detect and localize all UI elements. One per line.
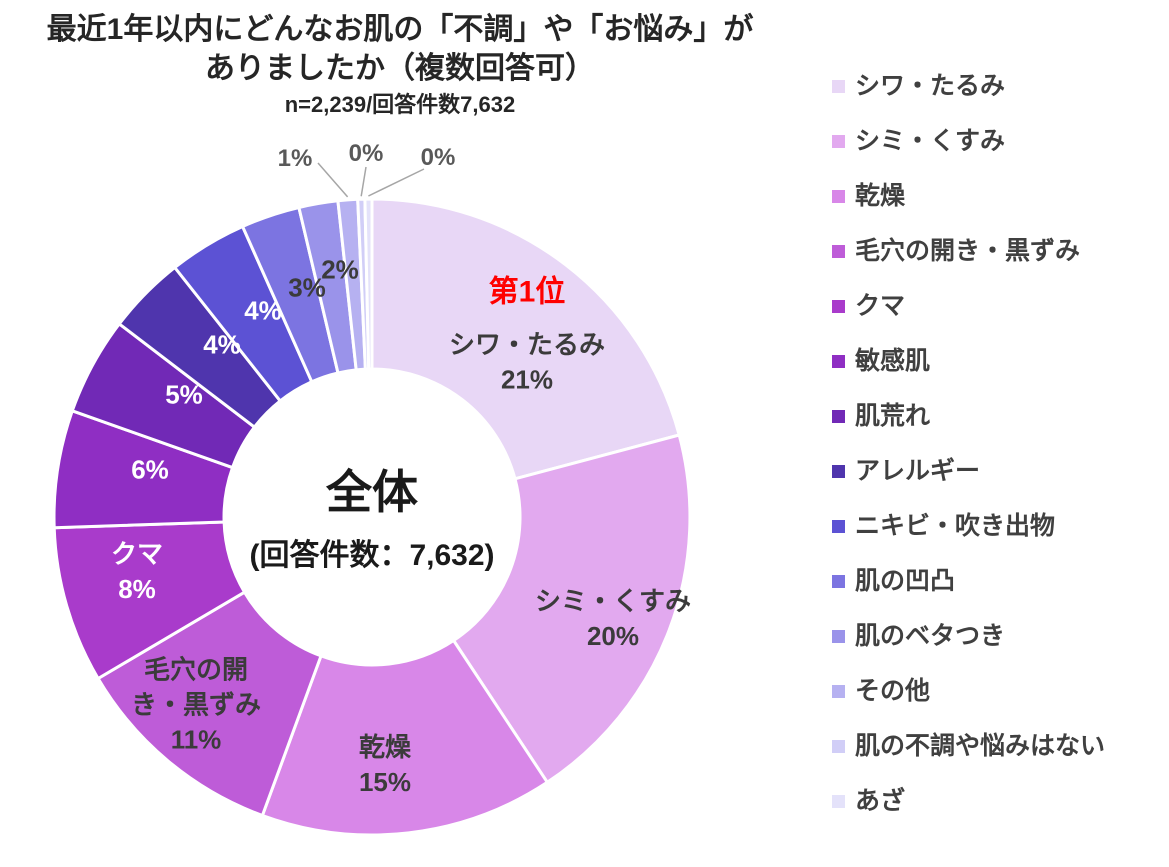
pie-slice [452, 433, 692, 784]
chart-title: 最近1年以内にどんなお肌の「不調」や「お悩み」が ありましたか（複数回答可） n… [0, 10, 800, 120]
legend-swatch-icon [832, 354, 845, 368]
leader-line [368, 168, 425, 197]
legend-swatch-icon [832, 244, 845, 258]
legend-item: あざ [832, 785, 1105, 817]
legend-item: 肌荒れ [832, 400, 1105, 432]
legend-item-label: 肌の凹凸 [855, 566, 956, 595]
legend-item-label: 乾燥 [855, 181, 906, 210]
chart-center-label: 全体 (回答件数：7,632) [249, 456, 494, 574]
legend-item: その他 [832, 675, 1105, 707]
donut-chart-svg [52, 162, 692, 837]
center-label-total: 全体 [326, 466, 418, 518]
donut-chart: 第1位 シワ・たるみ 21% シミ・くすみ 20% 乾燥 15% 毛穴の開 き・黒ずみ 11% クマ… [0, 137, 760, 867]
legend-swatch-icon [832, 189, 845, 203]
legend-swatch-icon [832, 739, 845, 753]
legend-item: ニキビ・吹き出物 [832, 510, 1105, 542]
legend-item: 肌の不調や悩みはない [832, 730, 1105, 762]
legend-item-label: クマ [855, 291, 906, 320]
legend-swatch-icon [832, 684, 845, 698]
legend-item-label: 肌のベタつき [855, 621, 1006, 650]
legend-swatch-icon [832, 299, 845, 313]
pie-slice [370, 197, 681, 481]
legend-item: アレルギー [832, 455, 1105, 487]
leader-line [317, 162, 349, 198]
legend-swatch-icon [832, 79, 845, 93]
legend-item: シミ・くすみ [832, 125, 1105, 157]
legend-item-label: ニキビ・吹き出物 [855, 511, 1056, 540]
legend-swatch-icon [832, 629, 845, 643]
legend-swatch-icon [832, 574, 845, 588]
legend-swatch-icon [832, 464, 845, 478]
legend-item-label: あざ [855, 786, 906, 815]
legend-swatch-icon [832, 519, 845, 533]
legend-swatch-icon [832, 409, 845, 423]
legend-item: 毛穴の開き・黒ずみ [832, 235, 1105, 267]
chart-title-line2: ありましたか（複数回答可） [205, 52, 595, 85]
legend-item-label: 敏感肌 [855, 346, 931, 375]
legend-item-label: 肌荒れ [855, 401, 931, 430]
chart-legend: シワ・たるみ シミ・くすみ 乾燥毛穴の開き・黒ずみ クマ敏感肌肌荒れアレルギーニキビ・… [832, 70, 1105, 817]
legend-item-label: 毛穴の開き・黒ずみ [855, 236, 1081, 265]
leader-line [360, 166, 367, 197]
legend-item-label: アレルギー [855, 456, 981, 485]
legend-swatch-icon [832, 134, 845, 148]
legend-item: 肌のベタつき [832, 620, 1105, 652]
center-label-responses: (回答件数：7,632) [249, 539, 495, 572]
legend-item-label: 肌の不調や悩みはない [855, 731, 1106, 760]
legend-item-label: その他 [855, 676, 931, 705]
legend-swatch-icon [832, 794, 845, 808]
legend-item: 肌の凹凸 [832, 565, 1105, 597]
legend-item-label: シワ・たるみ [855, 71, 1006, 100]
pie-slice [363, 197, 374, 371]
chart-title-line1: 最近1年以内にどんなお肌の「不調」や「お悩み」が [46, 13, 754, 46]
legend-item: 敏感肌 [832, 345, 1105, 377]
legend-item: 乾燥 [832, 180, 1105, 212]
pie-slice [260, 639, 549, 837]
chart-subtitle: n=2,239/回答件数7,632 [284, 92, 516, 117]
legend-item-label: シミ・くすみ [855, 126, 1006, 155]
legend-item: クマ [832, 290, 1105, 322]
legend-item: シワ・たるみ [832, 70, 1105, 102]
